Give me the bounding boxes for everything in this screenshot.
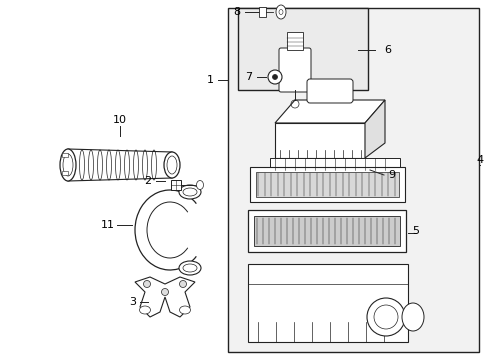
Polygon shape	[364, 100, 384, 158]
Ellipse shape	[163, 152, 180, 178]
Bar	[256, 172, 398, 197]
Bar	[253, 216, 399, 246]
Bar	[62, 153, 68, 157]
Ellipse shape	[366, 298, 404, 336]
FancyBboxPatch shape	[279, 48, 310, 92]
Ellipse shape	[267, 70, 282, 84]
Ellipse shape	[272, 75, 277, 80]
Ellipse shape	[143, 280, 150, 288]
Text: 11: 11	[101, 220, 115, 230]
Ellipse shape	[179, 261, 201, 275]
Text: 6: 6	[384, 45, 391, 55]
Ellipse shape	[279, 9, 283, 14]
Bar	[238, 8, 367, 90]
Bar	[227, 8, 478, 352]
Ellipse shape	[401, 303, 423, 331]
Ellipse shape	[60, 149, 76, 181]
Bar	[269, 158, 399, 170]
Ellipse shape	[183, 264, 197, 272]
Bar	[247, 210, 405, 252]
Polygon shape	[274, 123, 364, 158]
Ellipse shape	[183, 188, 197, 196]
Bar	[171, 180, 181, 190]
Ellipse shape	[179, 185, 201, 199]
Polygon shape	[135, 277, 195, 317]
Ellipse shape	[179, 280, 186, 288]
Ellipse shape	[275, 5, 285, 19]
Ellipse shape	[139, 306, 150, 314]
Ellipse shape	[63, 154, 73, 176]
Bar	[247, 264, 407, 342]
Text: 2: 2	[144, 176, 151, 186]
Text: 1: 1	[206, 75, 213, 85]
Ellipse shape	[373, 305, 397, 329]
Ellipse shape	[167, 156, 177, 174]
Ellipse shape	[196, 180, 203, 189]
Text: 5: 5	[412, 226, 419, 236]
Ellipse shape	[179, 306, 190, 314]
Text: 7: 7	[245, 72, 252, 82]
Text: 8: 8	[233, 7, 240, 17]
Ellipse shape	[161, 288, 168, 296]
Bar	[249, 167, 404, 202]
Polygon shape	[274, 100, 384, 123]
FancyBboxPatch shape	[306, 79, 352, 103]
Text: 9: 9	[387, 170, 395, 180]
Bar	[286, 32, 303, 50]
Bar	[259, 7, 265, 17]
Text: 4: 4	[475, 155, 483, 165]
Bar	[62, 171, 68, 175]
Text: 10: 10	[113, 115, 127, 125]
Text: 3: 3	[129, 297, 136, 307]
